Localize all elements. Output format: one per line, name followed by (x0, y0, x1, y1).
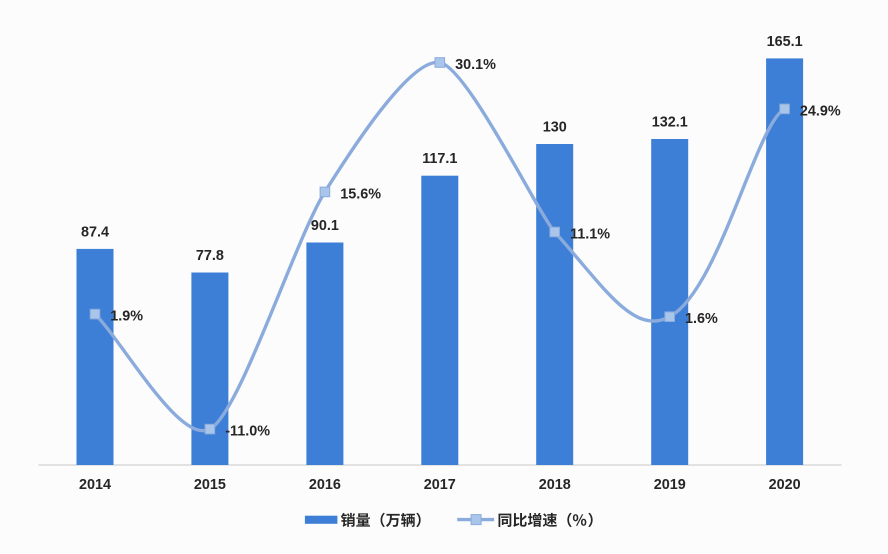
svg-text:24.9%: 24.9% (800, 103, 841, 119)
svg-text:87.4: 87.4 (81, 224, 109, 240)
svg-text:2020: 2020 (769, 477, 801, 493)
svg-text:2017: 2017 (424, 477, 456, 493)
svg-text:165.1: 165.1 (767, 34, 803, 50)
svg-text:1.9%: 1.9% (110, 309, 143, 325)
svg-text:11.1%: 11.1% (570, 226, 610, 242)
svg-text:15.6%: 15.6% (340, 186, 381, 202)
svg-text:130: 130 (543, 119, 567, 135)
svg-text:2019: 2019 (654, 477, 686, 493)
svg-text:132.1: 132.1 (652, 114, 688, 130)
svg-text:117.1: 117.1 (422, 151, 457, 167)
svg-text:-11.0%: -11.0% (225, 424, 270, 440)
svg-text:77.8: 77.8 (196, 248, 224, 264)
svg-text:2018: 2018 (539, 477, 571, 493)
svg-text:2015: 2015 (194, 477, 226, 493)
svg-text:90.1: 90.1 (311, 218, 339, 234)
svg-text:1.6%: 1.6% (685, 311, 718, 327)
svg-text:30.1%: 30.1% (455, 57, 496, 73)
svg-text:2016: 2016 (309, 477, 341, 493)
svg-text:2014: 2014 (79, 477, 111, 493)
